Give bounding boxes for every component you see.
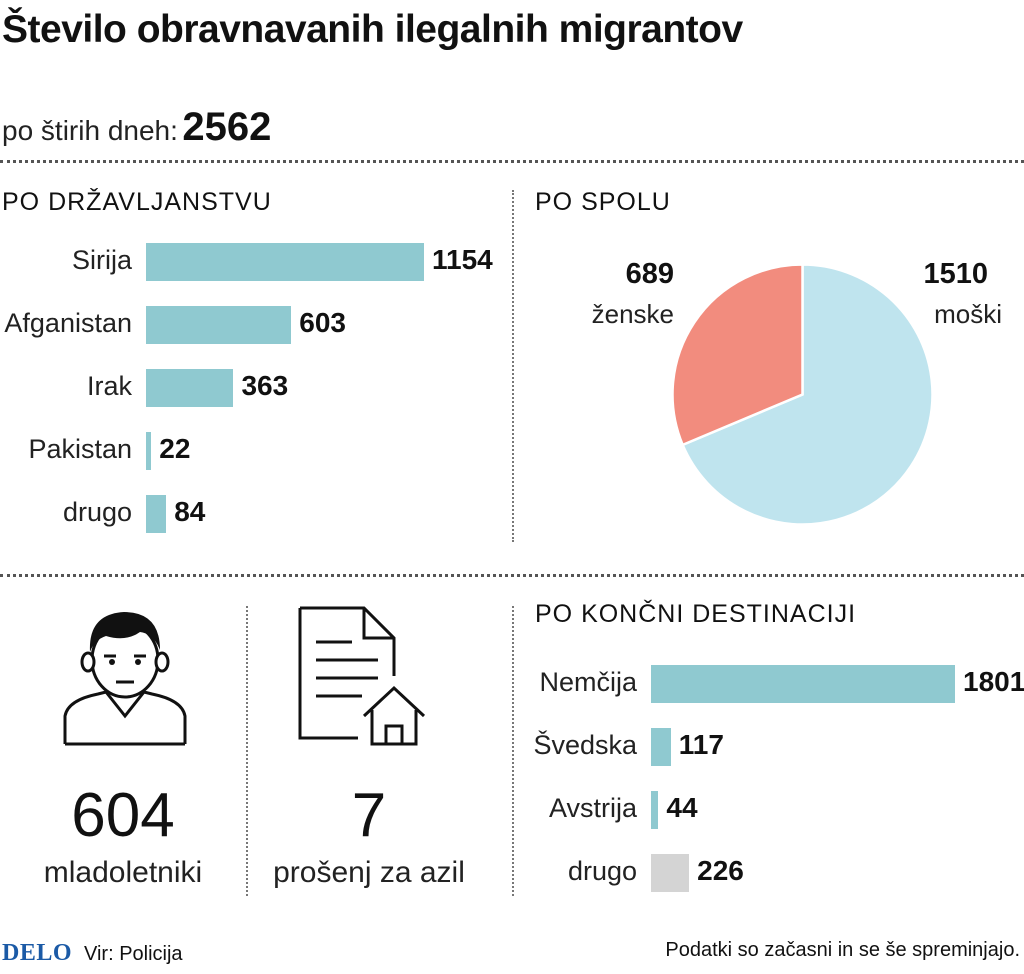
bar [651,665,955,703]
bar-label: drugo [62,497,132,527]
asylum-label: prošenj za azil [273,856,465,889]
asylum-value: 7 [351,781,387,850]
bar [146,495,167,533]
bar-value: 44 [666,792,698,823]
bar-label: Nemčija [539,667,637,697]
section-title-citizenship: PO DRŽAVLJANSTVU [2,188,272,216]
divider-middle [0,574,1024,577]
bar-label: Sirija [71,245,132,275]
young-person-icon [63,612,187,746]
bar-value: 226 [697,855,744,886]
bar-label: Irak [86,371,132,401]
bar-value: 22 [159,433,191,464]
gender-pie-chart [671,263,934,526]
bar-value: 1801 [963,666,1024,697]
delo-logo: DELO [2,940,73,966]
total-summary: po štirih dneh: 2562 [2,105,271,150]
pie-value-female: 689 [625,258,674,290]
bar [651,728,671,766]
divider-vertical-top [512,190,514,542]
bar-value: 1154 [432,244,493,275]
footer-note: Podatki so začasni in se še spreminjajo. [665,939,1020,961]
bar [651,854,690,892]
divider-vertical-left [246,606,248,896]
pie-label-male: moški [934,299,1002,329]
section-title-gender: PO SPOLU [535,188,671,216]
page-title: Število obravnavanih ilegalnih migrantov [2,8,743,51]
minors-label: mladoletniki [43,856,203,889]
total-label: po štirih dneh: [2,115,178,146]
bar-value: 603 [299,307,346,338]
pie-slice-male [681,263,934,526]
bar-label: Avstrija [548,793,637,823]
pie-label-female: ženske [591,299,674,329]
minors-value: 604 [71,781,175,850]
pie-slice-female [671,263,804,447]
bar [146,243,424,281]
divider-top [0,160,1024,163]
document-house-icon [298,606,426,746]
bar-label: Pakistan [28,434,132,464]
bar-value: 117 [678,729,724,760]
bar [651,791,659,829]
bar [146,432,152,470]
bar-label: drugo [567,856,637,886]
bar-value: 363 [241,370,289,401]
bar-label: Afganistan [4,308,132,338]
bar-value: 84 [174,496,206,527]
section-title-destination: PO KONČNI DESTINACIJI [535,600,857,628]
source-note: Vir: Policija [84,943,183,965]
bar-label: Švedska [533,730,637,760]
divider-vertical-bottom [512,606,514,896]
total-value: 2562 [182,105,272,149]
pie-value-male: 1510 [923,258,988,290]
bar [146,369,234,407]
bar [146,306,292,344]
